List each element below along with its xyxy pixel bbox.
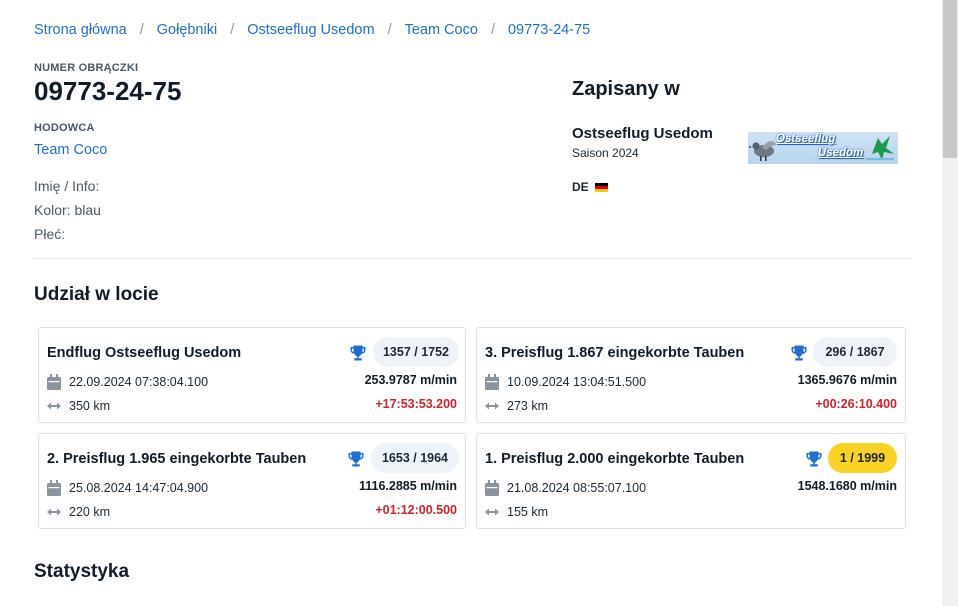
logo-text-line2: Usedom [818,147,864,159]
calendar-icon [485,374,499,390]
flight-title: 1. Preisflug 2.000 eingekorbte Tauben [485,451,745,467]
breadcrumb-ring[interactable]: 09773-24-75 [507,22,591,38]
flight-title: 3. Preisflug 1.867 eingekorbte Tauben [485,345,745,361]
flight-card[interactable]: Endflug Ostseeflug Usedom 1357 / 1752 22… [38,327,466,423]
trophy-icon [791,345,807,361]
flights-section-title: Udział w locie [34,284,159,305]
breadcrumb-separator: / [139,22,144,38]
flight-card[interactable]: 2. Preisflug 1.965 eingekorbte Tauben 16… [38,433,466,529]
flight-delay: +17:53:53.200 [375,397,457,411]
club-logo[interactable]: Ostseeflug Usedom [748,132,898,164]
rank-badge-first: 1 / 1999 [828,443,897,473]
flight-datetime-row: 25.08.2024 14:47:04.900 [47,480,208,496]
flight-datetime: 21.08.2024 08:55:07.100 [507,481,647,495]
flight-datetime: 10.09.2024 13:04:51.500 [507,375,647,389]
flight-distance-row: 350 km [47,399,110,413]
rank-badge: 1357 / 1752 [373,337,459,367]
flight-distance-row: 220 km [47,505,110,519]
flight-speed: 1365.9676 m/min [797,373,897,387]
trophy-icon [806,451,822,467]
rank-badge: 296 / 1867 [813,337,897,367]
breadcrumb-separator: / [230,22,235,38]
rank-badge: 1653 / 1964 [371,443,459,473]
registered-title: Zapisany w [572,78,680,100]
flight-speed: 253.9787 m/min [364,373,457,387]
flight-title: 2. Preisflug 1.965 eingekorbte Tauben [47,451,307,467]
club-name[interactable]: Ostseeflug Usedom [572,125,713,142]
page-scrollbar[interactable] [942,0,958,606]
breadcrumb-separator: / [490,22,495,38]
calendar-icon [47,480,61,496]
club-season: Saison 2024 [572,146,639,160]
section-divider [34,258,911,259]
calendar-icon [485,480,499,496]
pigeon-logo-icon [748,136,894,161]
distance-arrows-icon [47,508,61,516]
breadcrumb: Strona główna / Gołębniki / Ostseeflug Usedo… [34,22,590,38]
ring-number-label: NUMER OBRĄCZKI [34,62,139,74]
stats-section-title: Statystyka [34,561,130,582]
breadcrumb-breeder[interactable]: Team Coco [404,22,478,38]
breadcrumb-club[interactable]: Ostseeflug Usedom [247,22,375,38]
logo-text-line1: Ostseeflug [776,133,836,145]
breeder-label: HODOWCA [34,122,95,134]
info-color: Kolor: blau [34,202,101,218]
ring-number: 09773-24-75 [34,76,182,106]
flight-datetime-row: 10.09.2024 13:04:51.500 [485,374,646,390]
flight-datetime: 22.09.2024 07:38:04.100 [69,375,209,389]
breadcrumb-lofts[interactable]: Gołębniki [156,22,218,38]
flight-distance-row: 155 km [485,505,548,519]
info-name: Imię / Info: [34,178,100,194]
calendar-icon [47,374,61,390]
flight-card[interactable]: 3. Preisflug 1.867 eingekorbte Tauben 29… [476,327,906,423]
flight-title: Endflug Ostseeflug Usedom [47,345,242,361]
trophy-icon [348,451,364,467]
distance-arrows-icon [485,508,499,516]
flight-distance: 155 km [507,505,548,519]
flight-datetime: 25.08.2024 14:47:04.900 [69,481,209,495]
germany-flag-icon [594,182,608,192]
breadcrumb-home[interactable]: Strona główna [34,22,127,38]
flight-card[interactable]: 1. Preisflug 2.000 eingekorbte Tauben 1 … [476,433,906,529]
trophy-icon [350,345,366,361]
flight-speed: 1548.1680 m/min [797,479,897,493]
club-country: DE [572,180,608,194]
scrollbar-thumb[interactable] [943,0,957,158]
flight-distance: 273 km [507,399,548,413]
info-sex: Płeć: [34,226,66,242]
breeder-link[interactable]: Team Coco [34,142,108,158]
flight-delay: +00:26:10.400 [815,397,897,411]
flight-datetime-row: 21.08.2024 08:55:07.100 [485,480,646,496]
flight-delay: +01:12:00.500 [375,503,457,517]
breadcrumb-separator: / [387,22,392,38]
flight-distance: 220 km [69,505,110,519]
flight-distance: 350 km [69,399,110,413]
distance-arrows-icon [485,402,499,410]
country-code: DE [572,180,589,194]
flight-speed: 1116.2885 m/min [359,479,457,493]
flight-datetime-row: 22.09.2024 07:38:04.100 [47,374,208,390]
distance-arrows-icon [47,402,61,410]
flight-distance-row: 273 km [485,399,548,413]
